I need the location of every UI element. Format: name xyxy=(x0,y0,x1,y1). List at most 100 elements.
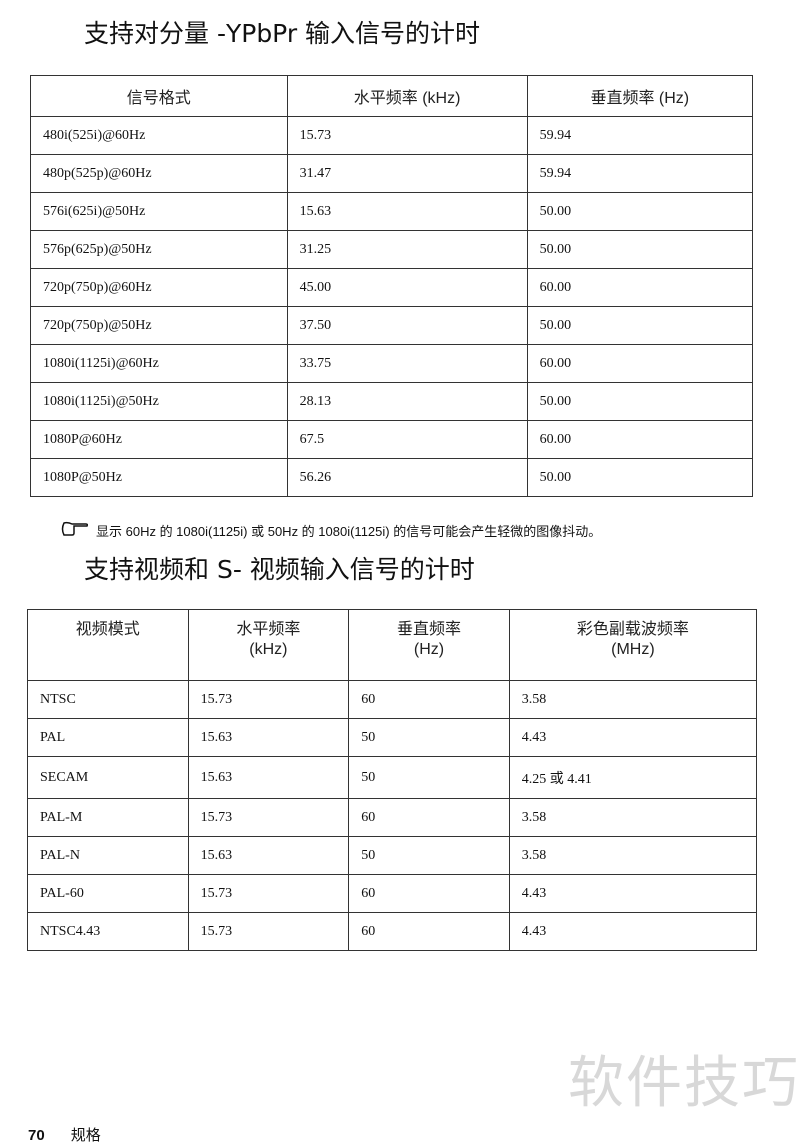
table-cell: 37.50 xyxy=(286,306,528,345)
table-cell: 59.94 xyxy=(526,154,754,193)
page-number: 70 xyxy=(28,1127,45,1144)
table-row: PAL-M 15.73 60 3.58 xyxy=(27,798,758,837)
table-cell: PAL-60 xyxy=(27,874,189,913)
table-row: 576p(625p)@50Hz 31.25 50.00 xyxy=(30,230,754,269)
section-title-ypbpr: 支持对分量 -YPbPr 输入信号的计时 xyxy=(84,19,481,48)
table-cell: 50.00 xyxy=(526,230,754,269)
table-cell: 50 xyxy=(348,836,510,875)
page-footer: 70 规格 xyxy=(28,1124,101,1145)
table-cell: 50.00 xyxy=(526,306,754,345)
table-row: 1080i(1125i)@50Hz 28.13 50.00 xyxy=(30,382,754,421)
header-unit: (MHz) xyxy=(611,641,655,658)
table-cell: 15.63 xyxy=(187,836,350,875)
table-cell: 60 xyxy=(348,874,510,913)
watermark: 软件技巧 xyxy=(568,1051,800,1116)
table-row: PAL-N 15.63 50 3.58 xyxy=(27,836,758,875)
table-cell: 15.63 xyxy=(286,192,528,231)
table-cell: 60 xyxy=(348,798,510,837)
table-cell: 59.94 xyxy=(526,116,754,155)
table-cell: 576p(625p)@50Hz xyxy=(30,230,288,269)
column-header: 彩色副载波频率 (MHz) xyxy=(508,609,758,681)
table-cell: 1080P@50Hz xyxy=(30,458,288,497)
table-row: PAL 15.63 50 4.43 xyxy=(27,718,758,757)
table-cell: 720p(750p)@50Hz xyxy=(30,306,288,345)
table-cell: 60.00 xyxy=(526,344,754,383)
table-cell: 50 xyxy=(348,718,510,757)
table-cell: 1080P@60Hz xyxy=(30,420,288,459)
table-cell: 15.63 xyxy=(187,756,350,799)
table-row: SECAM 15.63 50 4.25 或 4.41 xyxy=(27,756,758,799)
note-text: 显示 60Hz 的 1080i(1125i) 或 50Hz 的 1080i(11… xyxy=(96,524,602,539)
table-cell: 60.00 xyxy=(526,420,754,459)
video-timing-table: 视频模式 水平频率 (kHz) 垂直频率 (Hz) 彩色副载波频率 (MHz) NTSC 15.… xyxy=(27,609,758,951)
table-cell: 15.73 xyxy=(187,874,350,913)
table-cell: 50.00 xyxy=(526,192,754,231)
table-row: 480i(525i)@60Hz 15.73 59.94 xyxy=(30,116,754,155)
table-cell: 15.63 xyxy=(187,718,350,757)
table-row: 576i(625i)@50Hz 15.63 50.00 xyxy=(30,192,754,231)
header-unit: (Hz) xyxy=(413,641,445,658)
column-header: 水平频率 (kHz) xyxy=(286,75,528,117)
table-cell: 720p(750p)@60Hz xyxy=(30,268,288,307)
table-cell: PAL-N xyxy=(27,836,189,875)
table-row: 1080i(1125i)@60Hz 33.75 60.00 xyxy=(30,344,754,383)
column-header: 信号格式 xyxy=(30,75,288,117)
table-cell: NTSC4.43 xyxy=(27,912,189,951)
header-line: 水平频率 xyxy=(236,621,301,638)
table-row: NTSC4.43 15.73 60 4.43 xyxy=(27,912,758,951)
column-header: 垂直频率 (Hz) xyxy=(348,609,510,681)
table-row: PAL-60 15.73 60 4.43 xyxy=(27,874,758,913)
header-line: 视频模式 xyxy=(75,621,140,638)
table-cell: 4.43 xyxy=(508,718,758,757)
table-cell: 480p(525p)@60Hz xyxy=(30,154,288,193)
column-header: 视频模式 xyxy=(27,609,189,681)
header-line: 垂直频率 xyxy=(396,621,461,638)
table-cell: 50.00 xyxy=(526,382,754,421)
header-unit: (kHz) xyxy=(249,641,288,658)
table-cell: 4.43 xyxy=(508,874,758,913)
table-cell: 4.25 或 4.41 xyxy=(508,756,758,799)
table-cell: 3.58 xyxy=(508,798,758,837)
table-cell: 576i(625i)@50Hz xyxy=(30,192,288,231)
table-cell: 60 xyxy=(348,680,510,719)
ypbpr-timing-table: 信号格式 水平频率 (kHz) 垂直频率 (Hz) 480i(525i)@60Hz 15… xyxy=(30,75,754,497)
column-header: 水平频率 (kHz) xyxy=(187,609,350,681)
table-cell: NTSC xyxy=(27,680,189,719)
table-cell: 1080i(1125i)@60Hz xyxy=(30,344,288,383)
table-cell: PAL xyxy=(27,718,189,757)
column-header: 垂直频率 (Hz) xyxy=(526,75,754,117)
table-cell: 31.47 xyxy=(286,154,528,193)
table-cell: 60 xyxy=(348,912,510,951)
table-cell: 15.73 xyxy=(187,680,350,719)
table-cell: 3.58 xyxy=(508,836,758,875)
pointing-hand-icon xyxy=(60,520,90,541)
table-cell: 56.26 xyxy=(286,458,528,497)
table-cell: 33.75 xyxy=(286,344,528,383)
table-cell: 60.00 xyxy=(526,268,754,307)
note: 显示 60Hz 的 1080i(1125i) 或 50Hz 的 1080i(11… xyxy=(60,520,601,541)
table-row: 1080P@60Hz 67.5 60.00 xyxy=(30,420,754,459)
header-line: 彩色副载波频率 xyxy=(576,621,689,638)
table-row: 480p(525p)@60Hz 31.47 59.94 xyxy=(30,154,754,193)
table-cell: 3.58 xyxy=(508,680,758,719)
table-cell: 28.13 xyxy=(286,382,528,421)
table-cell: 15.73 xyxy=(187,798,350,837)
table-row: 720p(750p)@50Hz 37.50 50.00 xyxy=(30,306,754,345)
table-row: 1080P@50Hz 56.26 50.00 xyxy=(30,458,754,497)
table-cell: 1080i(1125i)@50Hz xyxy=(30,382,288,421)
table-cell: 15.73 xyxy=(286,116,528,155)
table-cell: PAL-M xyxy=(27,798,189,837)
table-row: 720p(750p)@60Hz 45.00 60.00 xyxy=(30,268,754,307)
table-cell: 480i(525i)@60Hz xyxy=(30,116,288,155)
footer-section: 规格 xyxy=(70,1127,101,1144)
table-cell: 31.25 xyxy=(286,230,528,269)
table-cell: 67.5 xyxy=(286,420,528,459)
table-cell: 15.73 xyxy=(187,912,350,951)
table-cell: 45.00 xyxy=(286,268,528,307)
table-row: NTSC 15.73 60 3.58 xyxy=(27,680,758,719)
table-cell: SECAM xyxy=(27,756,189,799)
table-cell: 50 xyxy=(348,756,510,799)
section-title-video: 支持视频和 S- 视频输入信号的计时 xyxy=(84,555,475,584)
table-cell: 4.43 xyxy=(508,912,758,951)
table-cell: 50.00 xyxy=(526,458,754,497)
